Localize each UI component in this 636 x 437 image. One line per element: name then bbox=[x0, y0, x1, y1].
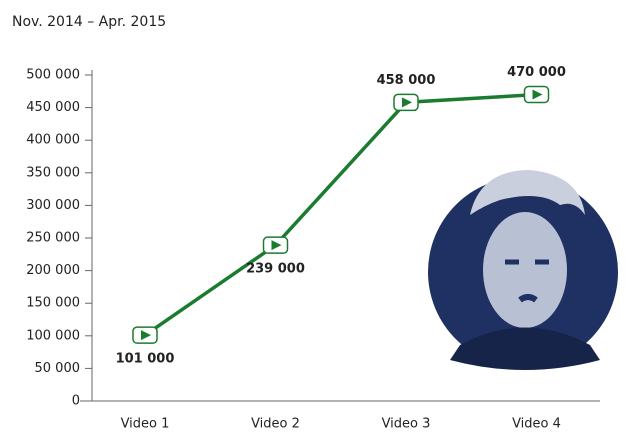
y-tick-label: 100 000 bbox=[26, 328, 80, 343]
marker bbox=[525, 87, 549, 103]
value-label: 470 000 bbox=[507, 65, 566, 80]
x-tick-label: Video 4 bbox=[512, 417, 561, 432]
portrait bbox=[428, 170, 618, 370]
marker bbox=[264, 237, 288, 253]
x-tick-label: Video 2 bbox=[251, 417, 300, 432]
y-tick-label: 200 000 bbox=[26, 263, 80, 278]
chart: Nov. 2014 – Apr. 2015 0 50 000 100 000 150 … bbox=[0, 0, 636, 437]
marker bbox=[394, 94, 418, 110]
y-tick-label: 150 000 bbox=[26, 296, 80, 311]
marker bbox=[133, 327, 157, 343]
x-tick-label: Video 1 bbox=[121, 417, 170, 432]
chart-subtitle: Nov. 2014 – Apr. 2015 bbox=[12, 14, 166, 30]
y-tick-label: 250 000 bbox=[26, 231, 80, 246]
y-tick-label: 50 000 bbox=[35, 361, 81, 376]
value-label: 458 000 bbox=[377, 73, 436, 88]
y-tick-label: 300 000 bbox=[26, 198, 80, 213]
value-label: 239 000 bbox=[246, 262, 305, 277]
x-tick-label: Video 3 bbox=[382, 417, 431, 432]
value-label: 101 000 bbox=[116, 352, 175, 367]
y-tick-label: 400 000 bbox=[26, 133, 80, 148]
y-tick-label: 0 bbox=[72, 394, 80, 409]
y-tick-label: 350 000 bbox=[26, 165, 80, 180]
y-tick-label: 450 000 bbox=[26, 100, 80, 115]
y-tick-label: 500 000 bbox=[26, 68, 80, 83]
